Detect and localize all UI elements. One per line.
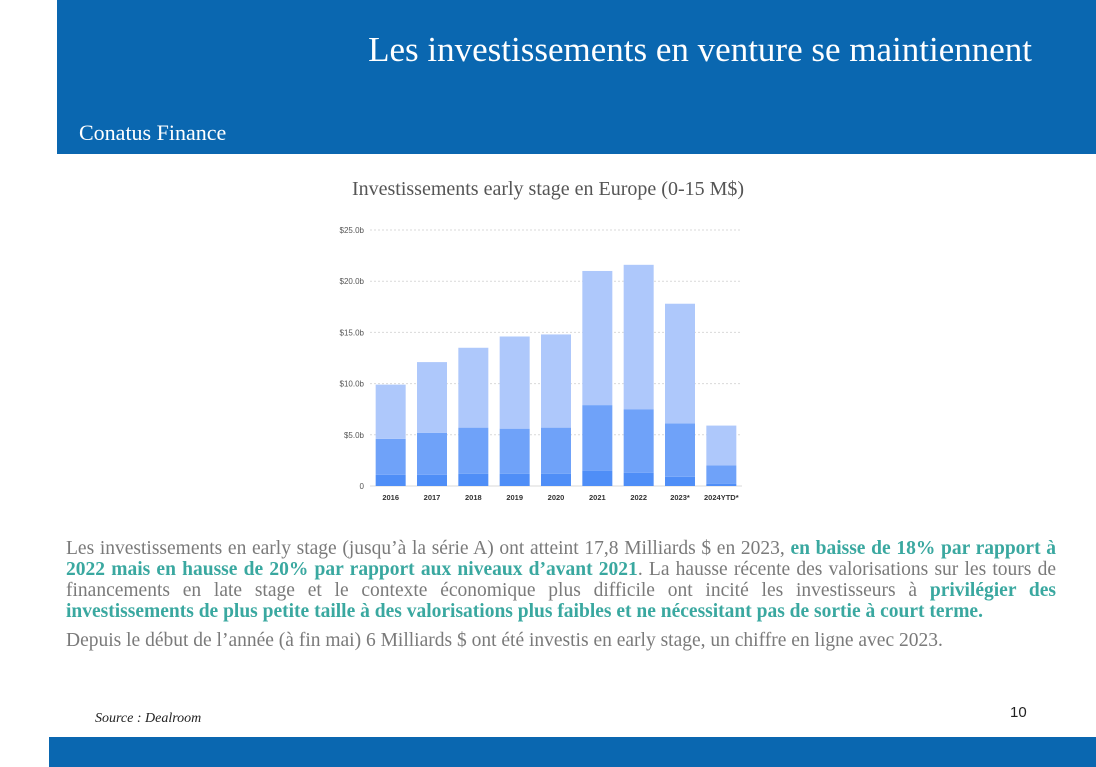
p1-text-c: . La hausse récente des valorisations su… <box>66 559 1056 601</box>
p1-highlight-2: privilégier des investissements de plus … <box>66 580 1056 622</box>
slide-subtitle: Conatus Finance <box>79 120 227 145</box>
bar-segment <box>541 473 571 486</box>
page-number: 10 <box>1010 704 1027 721</box>
bar-segment <box>665 303 695 424</box>
header-banner: Les investissements en venture se mainti… <box>57 0 1096 154</box>
bar-segment <box>623 472 654 486</box>
bar-segment <box>582 405 613 471</box>
x-tick-label: 2023* <box>670 493 690 502</box>
bar-segment <box>458 347 489 428</box>
bar-segment <box>582 470 613 486</box>
footer-bar <box>49 737 1096 767</box>
bar-segment <box>541 427 571 474</box>
x-tick-label: 2017 <box>424 493 441 502</box>
source-note: Source : Dealroom <box>95 711 202 726</box>
bar-segment <box>499 473 530 486</box>
x-tick-label: 2022 <box>630 493 647 502</box>
x-tick-label: 2020 <box>548 493 565 502</box>
bar-segment <box>458 473 489 486</box>
bar-segment <box>417 362 447 433</box>
bar-chart: 0 $5.0b $10.0b $15.0b $20.0b $25.0b 2016 2017 20… <box>340 226 742 502</box>
x-tick-label: 2018 <box>465 493 482 502</box>
p1-text-a: Les investissements en early stage (jusq… <box>66 538 791 559</box>
y-tick-label: $10.0b <box>340 380 365 389</box>
bar-segment <box>582 270 613 406</box>
paragraph-2: Depuis le début de l’année (à fin mai) 6… <box>66 630 943 651</box>
bar-segment <box>623 409 654 473</box>
y-tick-label: $15.0b <box>340 328 365 337</box>
chart-title: Investissements early stage en Europe (0… <box>0 178 1096 201</box>
bar-segment <box>375 474 406 486</box>
bar-segment <box>417 432 447 475</box>
y-tick-label: $5.0b <box>344 431 365 440</box>
y-tick-label: 0 <box>360 482 365 491</box>
bar-segment <box>706 465 737 484</box>
bar-segment <box>623 264 654 410</box>
slide-title: Les investissements en venture se mainti… <box>368 30 1032 69</box>
bar-segment <box>458 427 489 474</box>
y-tick-label: $20.0b <box>340 277 365 286</box>
bar-segment <box>499 428 530 474</box>
bar-segment <box>706 483 737 486</box>
x-tick-label: 2016 <box>382 493 399 502</box>
p1-highlight-1: en baisse de 18% par rapport à 2022 mais… <box>66 538 1056 580</box>
y-tick-label: $25.0b <box>340 226 365 235</box>
bar-segment <box>665 476 695 486</box>
body-text: Les investissements en early stage (jusq… <box>66 538 1056 659</box>
bar-segment <box>375 384 406 439</box>
bar-segment <box>706 425 737 466</box>
bar-segment <box>499 336 530 429</box>
paragraph-1: Les investissements en early stage (jusq… <box>66 538 1056 622</box>
bar-segment <box>665 423 695 477</box>
x-tick-label: 2019 <box>506 493 523 502</box>
x-tick-label: 2021 <box>589 493 606 502</box>
bar-segment <box>417 474 447 486</box>
bar-segment <box>375 438 406 475</box>
x-tick-label: 2024YTD* <box>704 493 739 502</box>
bar-segment <box>541 334 571 428</box>
chart-title-text: Investissements early stage en Europe (0… <box>351 178 745 200</box>
